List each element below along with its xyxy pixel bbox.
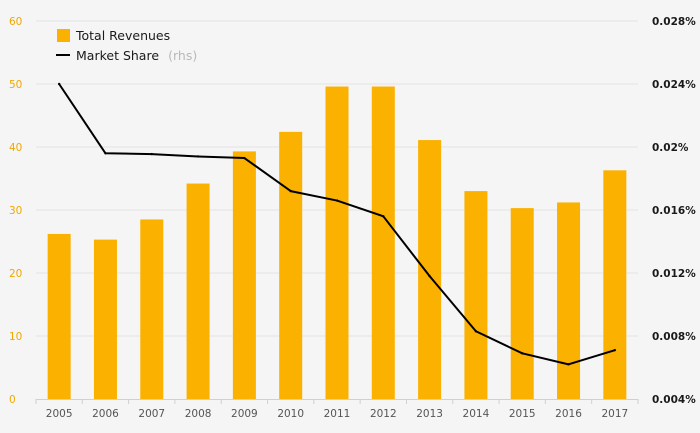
right-y-axis-ticks: 0.004% 0.008% 0.012% 0.016% 0.02% 0.024% 0.028…: [652, 16, 696, 406]
x-tick-label-2005: 2005: [46, 408, 73, 420]
bar-2016: [557, 202, 581, 399]
market-share-point-2016: [567, 363, 570, 366]
bar-2006: [93, 239, 117, 399]
right-tick-label-0.024%: 0.024%: [652, 79, 696, 91]
bar-2013: [418, 140, 442, 399]
bar-2014: [464, 191, 488, 399]
x-tick-label-2006: 2006: [92, 408, 119, 420]
market-share-point-2007: [150, 152, 153, 156]
x-tick-label-2014: 2014: [463, 408, 490, 420]
right-tick-label-0.02%: 0.02%: [652, 142, 689, 154]
legend-market-share-suffix: (rhs): [168, 48, 197, 63]
right-tick-label-0.016%: 0.016%: [652, 205, 696, 217]
bar-2015: [510, 208, 534, 399]
left-tick-label-40: 40: [9, 142, 22, 154]
market-share-point-2017: [613, 348, 617, 352]
bar-2005: [47, 233, 71, 399]
bar-2007: [140, 219, 164, 399]
bar-2011: [325, 86, 349, 400]
bar-2009: [232, 151, 256, 399]
x-tick-label-2015: 2015: [509, 408, 536, 420]
left-tick-label-60: 60: [9, 16, 22, 28]
market-share-point-2006: [104, 152, 107, 155]
market-share-point-2009: [243, 156, 246, 160]
x-tick-label-2008: 2008: [185, 408, 212, 420]
market-share-point-2013: [428, 274, 431, 278]
x-axis: [35, 399, 639, 404]
market-share-point-2008: [196, 155, 200, 158]
market-share-line: [57, 82, 617, 366]
x-tick-label-2016: 2016: [555, 408, 582, 420]
market-share-point-2005: [57, 82, 61, 86]
market-share-point-2010: [289, 189, 292, 193]
bar-2010: [279, 131, 303, 399]
left-tick-label-0: 0: [9, 394, 16, 406]
legend-swatch-total-revenues: [57, 29, 70, 42]
right-tick-label-0.008%: 0.008%: [652, 331, 696, 343]
right-tick-label-0.004%: 0.004%: [652, 394, 696, 406]
legend-market-share-name: Market Share: [76, 48, 159, 63]
x-tick-label-2013: 2013: [416, 408, 443, 420]
bar-2017: [603, 170, 627, 399]
revenue-bars: [47, 86, 627, 400]
left-tick-label-30: 30: [9, 205, 22, 217]
bar-2012: [371, 86, 395, 400]
market-share-point-2011: [335, 199, 339, 202]
market-share-point-2015: [521, 352, 524, 355]
x-tick-label-2010: 2010: [277, 408, 304, 420]
left-tick-label-20: 20: [9, 268, 22, 280]
market-share-point-2012: [382, 215, 385, 218]
x-tick-label-2012: 2012: [370, 408, 397, 420]
x-tick-label-2007: 2007: [138, 408, 165, 420]
x-tick-label-2009: 2009: [231, 408, 258, 420]
left-y-axis-ticks: 0 10 20 30 40 50 60: [9, 16, 22, 406]
legend-label-total-revenues: Total Revenues: [75, 28, 170, 43]
bar-2008: [186, 183, 210, 399]
x-tick-label-2011: 2011: [324, 408, 351, 420]
x-tick-label-2017: 2017: [601, 408, 628, 420]
right-tick-label-0.028%: 0.028%: [652, 16, 696, 28]
left-tick-label-50: 50: [9, 79, 22, 91]
left-tick-label-10: 10: [9, 331, 22, 343]
legend: Total Revenues Market Share (rhs): [56, 28, 197, 64]
right-tick-label-0.012%: 0.012%: [652, 268, 696, 280]
market-share-point-2014: [474, 330, 478, 333]
x-axis-ticks: 2005 2006 2007 2008 2009 2010 2011 2012 2013 2014…: [46, 408, 628, 420]
legend-label-market-share: Market Share (rhs): [76, 45, 197, 64]
